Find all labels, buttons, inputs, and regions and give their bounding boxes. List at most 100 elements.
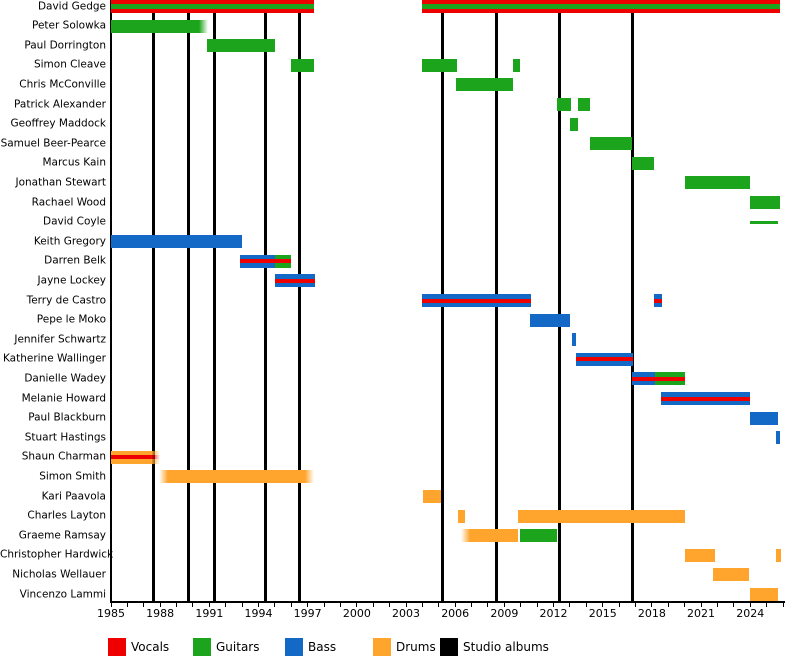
year-tick — [487, 602, 489, 607]
year-tick — [307, 602, 309, 607]
year-tick — [553, 602, 555, 607]
member-label: Kari Paavola — [41, 490, 106, 502]
year-tick — [323, 602, 325, 607]
year-label: 2018 — [637, 607, 666, 620]
vocals-stripe — [274, 278, 316, 283]
year-label: 1988 — [146, 607, 175, 620]
studio-album-line — [264, 0, 268, 601]
studio-album-line — [297, 0, 301, 601]
y-axis — [110, 0, 112, 603]
year-tick — [405, 602, 407, 607]
year-tick — [389, 602, 391, 607]
timeline-bar — [776, 431, 780, 445]
studio-album-line — [557, 0, 561, 601]
timeline-bar — [750, 220, 779, 224]
timeline-bar — [422, 58, 457, 72]
year-label: 2009 — [490, 607, 519, 620]
guitars-stripe — [111, 3, 315, 9]
timeline-bar — [589, 137, 633, 151]
year-tick — [143, 602, 145, 607]
timeline-bar — [111, 235, 243, 249]
year-tick — [225, 602, 227, 607]
legend-swatch-studio-albums — [440, 638, 458, 656]
timeline-bar — [422, 0, 780, 13]
vocals-stripe — [422, 298, 531, 303]
member-label: Simon Smith — [39, 470, 106, 483]
studio-album-line — [186, 0, 190, 601]
member-label: Terry de Castro — [26, 294, 106, 306]
year-tick — [716, 602, 718, 607]
year-tick — [700, 602, 702, 607]
timeline-bar — [569, 117, 579, 131]
year-tick — [274, 602, 276, 607]
timeline-bar — [423, 490, 442, 503]
legend-label: Bass — [308, 640, 337, 654]
member-label: Christopher Hardwick — [0, 548, 114, 561]
timeline-bar — [206, 39, 275, 53]
year-tick — [503, 602, 505, 607]
legend-label: Studio albums — [463, 640, 549, 654]
member-label: Katherine Wallinger — [2, 352, 106, 365]
year-label: 2021 — [687, 607, 716, 620]
legend-swatch-drums — [373, 638, 391, 656]
vocals-stripe — [240, 259, 275, 264]
member-label: Paul Dorrington — [24, 39, 106, 52]
member-label: Peter Solowka — [32, 19, 106, 32]
member-label: Rachael Wood — [31, 196, 106, 208]
member-label: Simon Cleave — [33, 58, 106, 71]
member-label: Nicholas Wellauer — [12, 568, 106, 581]
year-tick — [651, 602, 653, 607]
vocals-stripe — [111, 455, 161, 460]
timeline-bar — [776, 548, 781, 562]
year-tick — [339, 602, 341, 607]
year-tick — [241, 602, 243, 607]
year-tick — [208, 602, 210, 607]
member-label: Jonathan Stewart — [15, 176, 106, 189]
member-label: Melanie Howard — [21, 392, 106, 404]
year-tick — [782, 602, 784, 607]
member-label: Jayne Lockey — [37, 274, 106, 287]
timeline-bar — [460, 529, 519, 543]
year-label: 2015 — [588, 607, 617, 620]
year-label: 1985 — [97, 607, 125, 620]
timeline-bar — [519, 529, 557, 543]
timeline-bar — [556, 98, 571, 111]
member-label: David Gedge — [37, 0, 106, 12]
timeline-bar — [632, 372, 656, 386]
legend-label: Vocals — [131, 640, 170, 654]
vocals-stripe — [274, 259, 292, 264]
member-label: Darren Belk — [44, 254, 106, 267]
year-tick — [471, 602, 473, 607]
timeline-bar — [632, 156, 655, 170]
legend-swatch-vocals — [108, 638, 126, 656]
timeline-bar — [274, 254, 292, 268]
year-tick — [749, 602, 751, 607]
timeline-bar — [291, 58, 315, 72]
vocals-stripe — [655, 376, 686, 381]
timeline-bar — [422, 294, 531, 307]
member-label: Marcus Kain — [42, 156, 106, 169]
studio-album-line — [212, 0, 216, 601]
year-tick — [520, 602, 522, 607]
member-label: Danielle Wadey — [24, 372, 106, 385]
year-tick — [585, 602, 587, 607]
year-tick — [569, 602, 571, 607]
timeline-bar — [458, 509, 466, 523]
vocals-stripe — [660, 396, 751, 401]
timeline-bar — [518, 509, 685, 523]
year-tick — [126, 602, 128, 607]
member-label: Jennifer Schwartz — [14, 333, 106, 346]
timeline-bar — [713, 568, 750, 582]
year-tick — [356, 602, 358, 607]
year-tick — [159, 602, 161, 607]
year-label: 1991 — [195, 607, 224, 620]
timeline-bar — [240, 254, 275, 268]
year-tick — [634, 602, 636, 607]
guitars-stripe — [422, 3, 780, 9]
year-label: 2006 — [441, 607, 470, 620]
year-tick — [602, 602, 604, 607]
timeline-bar — [684, 176, 751, 190]
timeline-bar — [750, 411, 779, 425]
legend-swatch-guitars — [193, 638, 211, 656]
year-label: 2003 — [392, 607, 421, 620]
